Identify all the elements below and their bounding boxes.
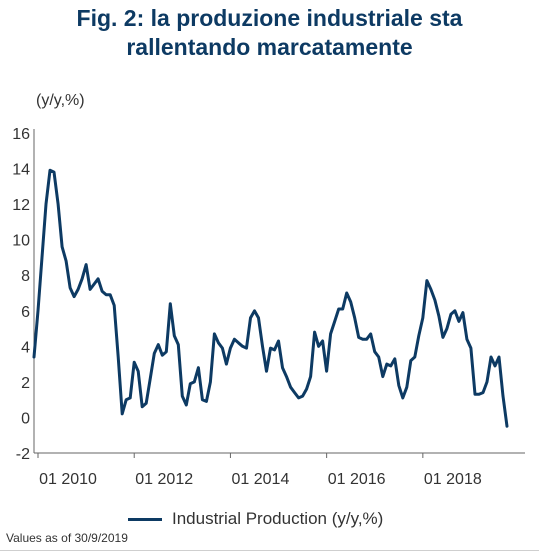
series-line-industrial-production	[32, 168, 509, 428]
x-tick-label: 01 2012	[135, 471, 193, 488]
x-tick-label: 01 2016	[328, 471, 386, 488]
y-tick-label: 8	[21, 268, 30, 285]
x-tick-label: 01 2010	[39, 471, 97, 488]
y-tick-label: 0	[21, 410, 30, 427]
y-tick-label: 10	[12, 233, 30, 250]
y-tick-label: 16	[12, 126, 30, 143]
chart-title: Fig. 2: la produzione industriale sta ra…	[0, 4, 539, 62]
chart-title-line-2: rallentando marcatamente	[126, 34, 413, 60]
x-tick-label: 01 2014	[232, 471, 290, 488]
legend-label: Industrial Production (y/y,%)	[172, 509, 384, 528]
bottom-divider	[0, 550, 539, 551]
legend-line-swatch	[128, 517, 162, 521]
y-tick-label: 12	[12, 197, 30, 214]
y-tick-label: 2	[21, 375, 30, 392]
y-tick-label: 6	[21, 304, 30, 321]
y-axis-label: (y/y,%)	[36, 92, 85, 109]
y-tick-label: 4	[21, 339, 30, 356]
legend: Industrial Production (y/y,%)	[128, 509, 383, 529]
footnote: Values as of 30/9/2019	[6, 531, 128, 545]
x-tick-label: 01 2018	[424, 471, 482, 488]
y-tick-label: -2	[16, 446, 30, 463]
y-tick-label: 14	[12, 162, 30, 179]
chart-title-line-1: Fig. 2: la produzione industriale sta	[76, 5, 463, 31]
